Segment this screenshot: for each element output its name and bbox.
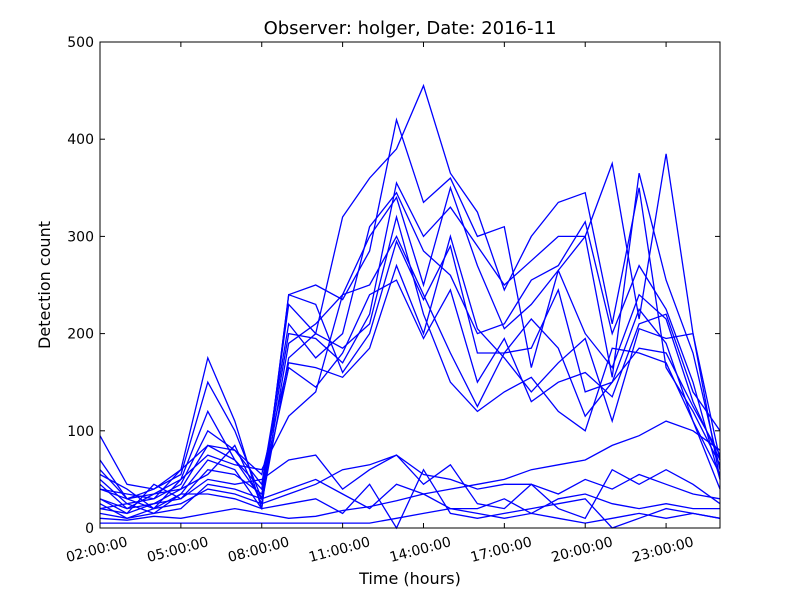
series-line-3: [99, 173, 721, 500]
plot-frame: [99, 41, 721, 529]
series-line-6: [99, 239, 721, 511]
series-line-16: [100, 507, 721, 524]
y-tick-label: 200: [67, 327, 94, 343]
series-line-5: [99, 185, 721, 510]
series-line-10: [99, 214, 721, 510]
series-line-1: [99, 117, 721, 509]
series-line-4: [99, 191, 721, 500]
series-line-12: [99, 478, 720, 519]
series-line-2: [99, 83, 721, 502]
series-line-8: [99, 279, 721, 515]
series-layer: [99, 83, 721, 530]
x-axis-label: Time (hours): [358, 569, 461, 588]
y-tick-label: 100: [67, 424, 94, 440]
y-tick-label: 500: [67, 35, 94, 51]
chart-title: Observer: holger, Date: 2016-11: [264, 18, 557, 39]
y-tick-label: 400: [67, 132, 94, 148]
series-line-7: [99, 234, 721, 500]
series-line-15: [99, 454, 721, 510]
series-line-13: [99, 468, 721, 530]
y-tick-label: 300: [67, 229, 94, 245]
y-tick-label: 0: [85, 521, 94, 537]
series-line-14: [99, 420, 721, 521]
series-line-11: [99, 454, 721, 520]
y-axis-label: Detection count: [35, 221, 54, 349]
